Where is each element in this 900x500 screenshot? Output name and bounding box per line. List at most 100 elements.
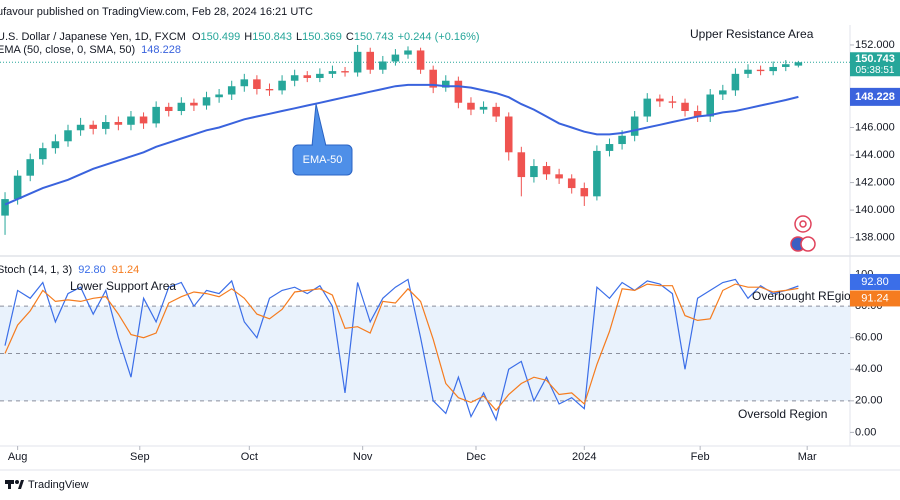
candle-body — [693, 111, 702, 117]
x-tick-label: 2024 — [572, 451, 596, 463]
y-tick-label: 60.00 — [855, 332, 883, 344]
candle-body — [404, 50, 412, 55]
callout-join — [313, 144, 325, 147]
logo-part — [15, 480, 19, 484]
candle-body — [278, 80, 286, 91]
y-tick-label: 144.000 — [855, 149, 895, 161]
indicator-value: 148.228 — [141, 44, 181, 56]
candle-body — [190, 102, 198, 106]
footer-logo — [5, 480, 24, 489]
ohlc-letter: C — [346, 31, 354, 43]
y-tick-label: 140.000 — [855, 204, 895, 216]
price-badge — [850, 52, 900, 77]
candle-body — [253, 79, 261, 89]
x-tick-label: Mar — [798, 451, 817, 463]
ema-badge-value: 148.228 — [855, 91, 895, 103]
ohlc-value: 150.743 — [354, 31, 394, 43]
ohlc-letter: O — [192, 31, 201, 43]
candle-body — [227, 86, 236, 95]
candle-body — [102, 122, 110, 129]
candle-body — [593, 150, 601, 197]
candle-body — [379, 61, 387, 70]
candle-body — [353, 51, 362, 73]
annotation: Upper Resistance Area — [690, 27, 814, 41]
y-tick-label: 40.00 — [855, 363, 883, 375]
footer-brand: TradingView — [28, 479, 89, 491]
candle-body — [681, 102, 689, 112]
candle-body — [416, 50, 425, 70]
callout-text: EMA-50 — [303, 154, 343, 166]
indicator-value: 91.24 — [112, 264, 140, 276]
icon — [799, 220, 807, 228]
candle-body — [76, 124, 85, 131]
candle-body — [215, 94, 223, 98]
ohlc-value: 150.499 — [201, 31, 241, 43]
stoch-badge-value: 92.80 — [861, 276, 889, 288]
price-badge-value: 150.743 — [855, 53, 895, 65]
candle-body — [152, 106, 160, 124]
candle-body — [391, 54, 400, 62]
candle-body — [202, 97, 211, 106]
candle-body — [303, 75, 312, 78]
y-tick-label: 0.00 — [855, 426, 876, 438]
candle-body — [429, 69, 437, 88]
candle-body — [1, 199, 9, 216]
candle-body — [618, 135, 626, 145]
candle-body — [782, 64, 790, 67]
legend-line: EMA (50, close, 0, SMA, 50) 148.228 — [0, 44, 181, 56]
x-tick-label: Feb — [691, 451, 710, 463]
event-icons — [790, 215, 816, 252]
candle-body — [341, 71, 349, 73]
candle-body — [127, 116, 135, 125]
ohlc-value: 150.843 — [252, 31, 292, 43]
ema-line — [4, 83, 799, 206]
candle-body — [39, 148, 47, 160]
logo-part — [18, 480, 24, 489]
candle-body — [756, 69, 765, 72]
candle-body — [580, 188, 589, 197]
change-value: +0.244 (+0.16%) — [398, 31, 480, 43]
candle-body — [769, 66, 777, 72]
x-tick-label: Oct — [241, 451, 258, 463]
y-tick-label: 152.000 — [855, 39, 895, 51]
annotation: Lower Support Area — [70, 279, 176, 293]
ohlc-value: 150.369 — [302, 31, 342, 43]
x-tick-label: Dec — [466, 451, 486, 463]
ohlc-letter: L — [296, 31, 302, 43]
publisher-line: ufavour published on TradingView.com, Fe… — [0, 6, 313, 18]
candle-body — [442, 80, 450, 88]
y-tick-label: 146.000 — [855, 121, 895, 133]
candle-body — [530, 166, 538, 178]
price-badge-countdown: 05:38:51 — [856, 65, 895, 76]
candle-body — [265, 88, 274, 91]
candle-body — [719, 90, 727, 95]
candle-body — [744, 69, 752, 74]
candle-body — [13, 175, 22, 200]
icon — [794, 215, 812, 233]
candle-body — [479, 106, 488, 110]
candle-body — [605, 144, 614, 151]
icon — [800, 236, 816, 252]
candle-body — [643, 98, 652, 117]
candle-body — [89, 124, 97, 129]
candle-body — [504, 116, 513, 153]
candle-body — [467, 102, 475, 110]
indicator-value: 92.80 — [78, 264, 106, 276]
candle-body — [240, 79, 249, 87]
stoch-line — [4, 283, 799, 412]
candle-body — [164, 106, 173, 112]
candle-body — [517, 152, 526, 178]
candle-body — [26, 159, 34, 176]
candle-body — [177, 102, 186, 112]
candle-body — [51, 141, 60, 149]
ohlc-letter: H — [244, 31, 252, 43]
candle-body — [492, 106, 500, 117]
candle-body — [64, 130, 72, 142]
logo-part — [8, 480, 11, 489]
stoch-badge-value: 91.24 — [861, 292, 889, 304]
candle-body — [630, 116, 639, 136]
annotation: Overbought REgion — [752, 289, 857, 303]
candle-body — [542, 166, 551, 175]
